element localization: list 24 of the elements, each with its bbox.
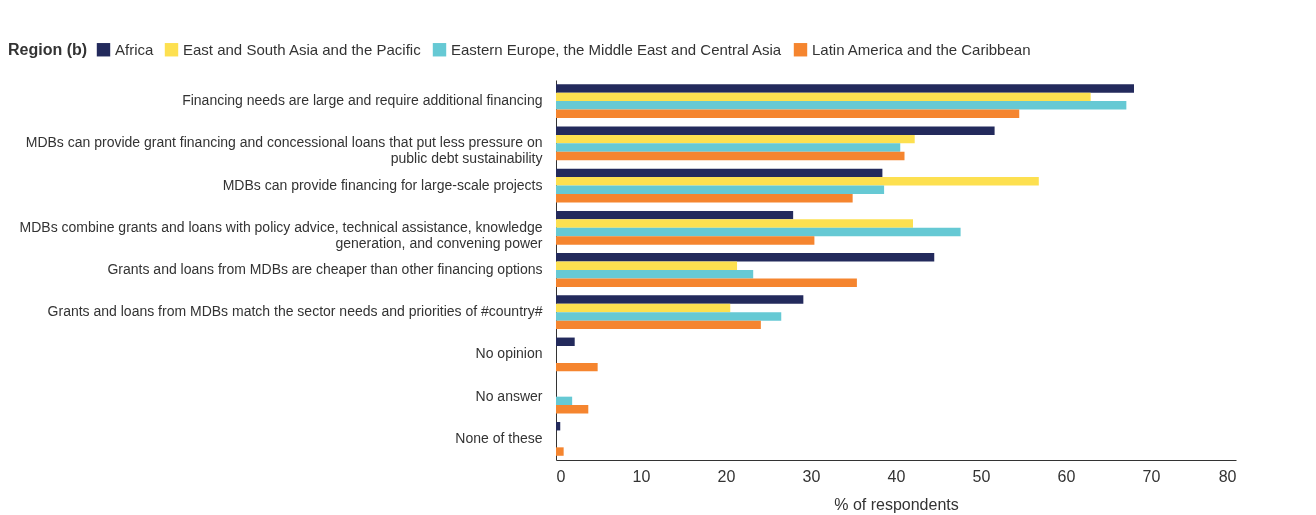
x-tick-label: 70 [1142, 467, 1161, 485]
y-tick-label: None of these [455, 429, 543, 446]
x-tick-label: 0 [556, 467, 566, 485]
y-tick-label: MDBs combine grants and loans with policy advice, technical assistance, knowledge generation, and convening power [19, 218, 543, 251]
y-tick-label: MDBs can provide financing for large-scale projects [222, 176, 543, 193]
x-tick-label: 30 [802, 467, 821, 485]
y-tick-label: No answer [475, 387, 543, 404]
x-tick-label: 40 [887, 467, 906, 485]
x-tick-label: 80 [1218, 467, 1237, 485]
y-tick-label: Financing needs are large and require additional financing [182, 92, 543, 109]
legend-title: Region (b) [8, 41, 88, 58]
y-tick-label: Grants and loans from MDBs match the sector needs and priorities of #country# [47, 303, 543, 320]
x-tick-label: 10 [632, 467, 651, 485]
x-axis-title: % of respondents [834, 495, 959, 513]
legend-label: Latin America and the Caribbean [812, 40, 1031, 58]
x-tick-label: 20 [717, 467, 736, 485]
legend-label: Africa [115, 40, 154, 58]
y-tick-label: Grants and loans from MDBs are cheaper than other financing options [107, 261, 543, 277]
legend-label: Eastern Europe, the Middle East and Central Asia [451, 40, 782, 58]
y-tick-label: MDBs can provide grant financing and concessional loans that put less pressure on public debt sustainability [25, 134, 543, 167]
x-tick-label: 60 [1057, 467, 1076, 485]
y-tick-label: No opinion [475, 345, 543, 362]
x-tick-label: 50 [972, 467, 991, 485]
legend-label: East and South Asia and the Pacific [183, 40, 422, 58]
